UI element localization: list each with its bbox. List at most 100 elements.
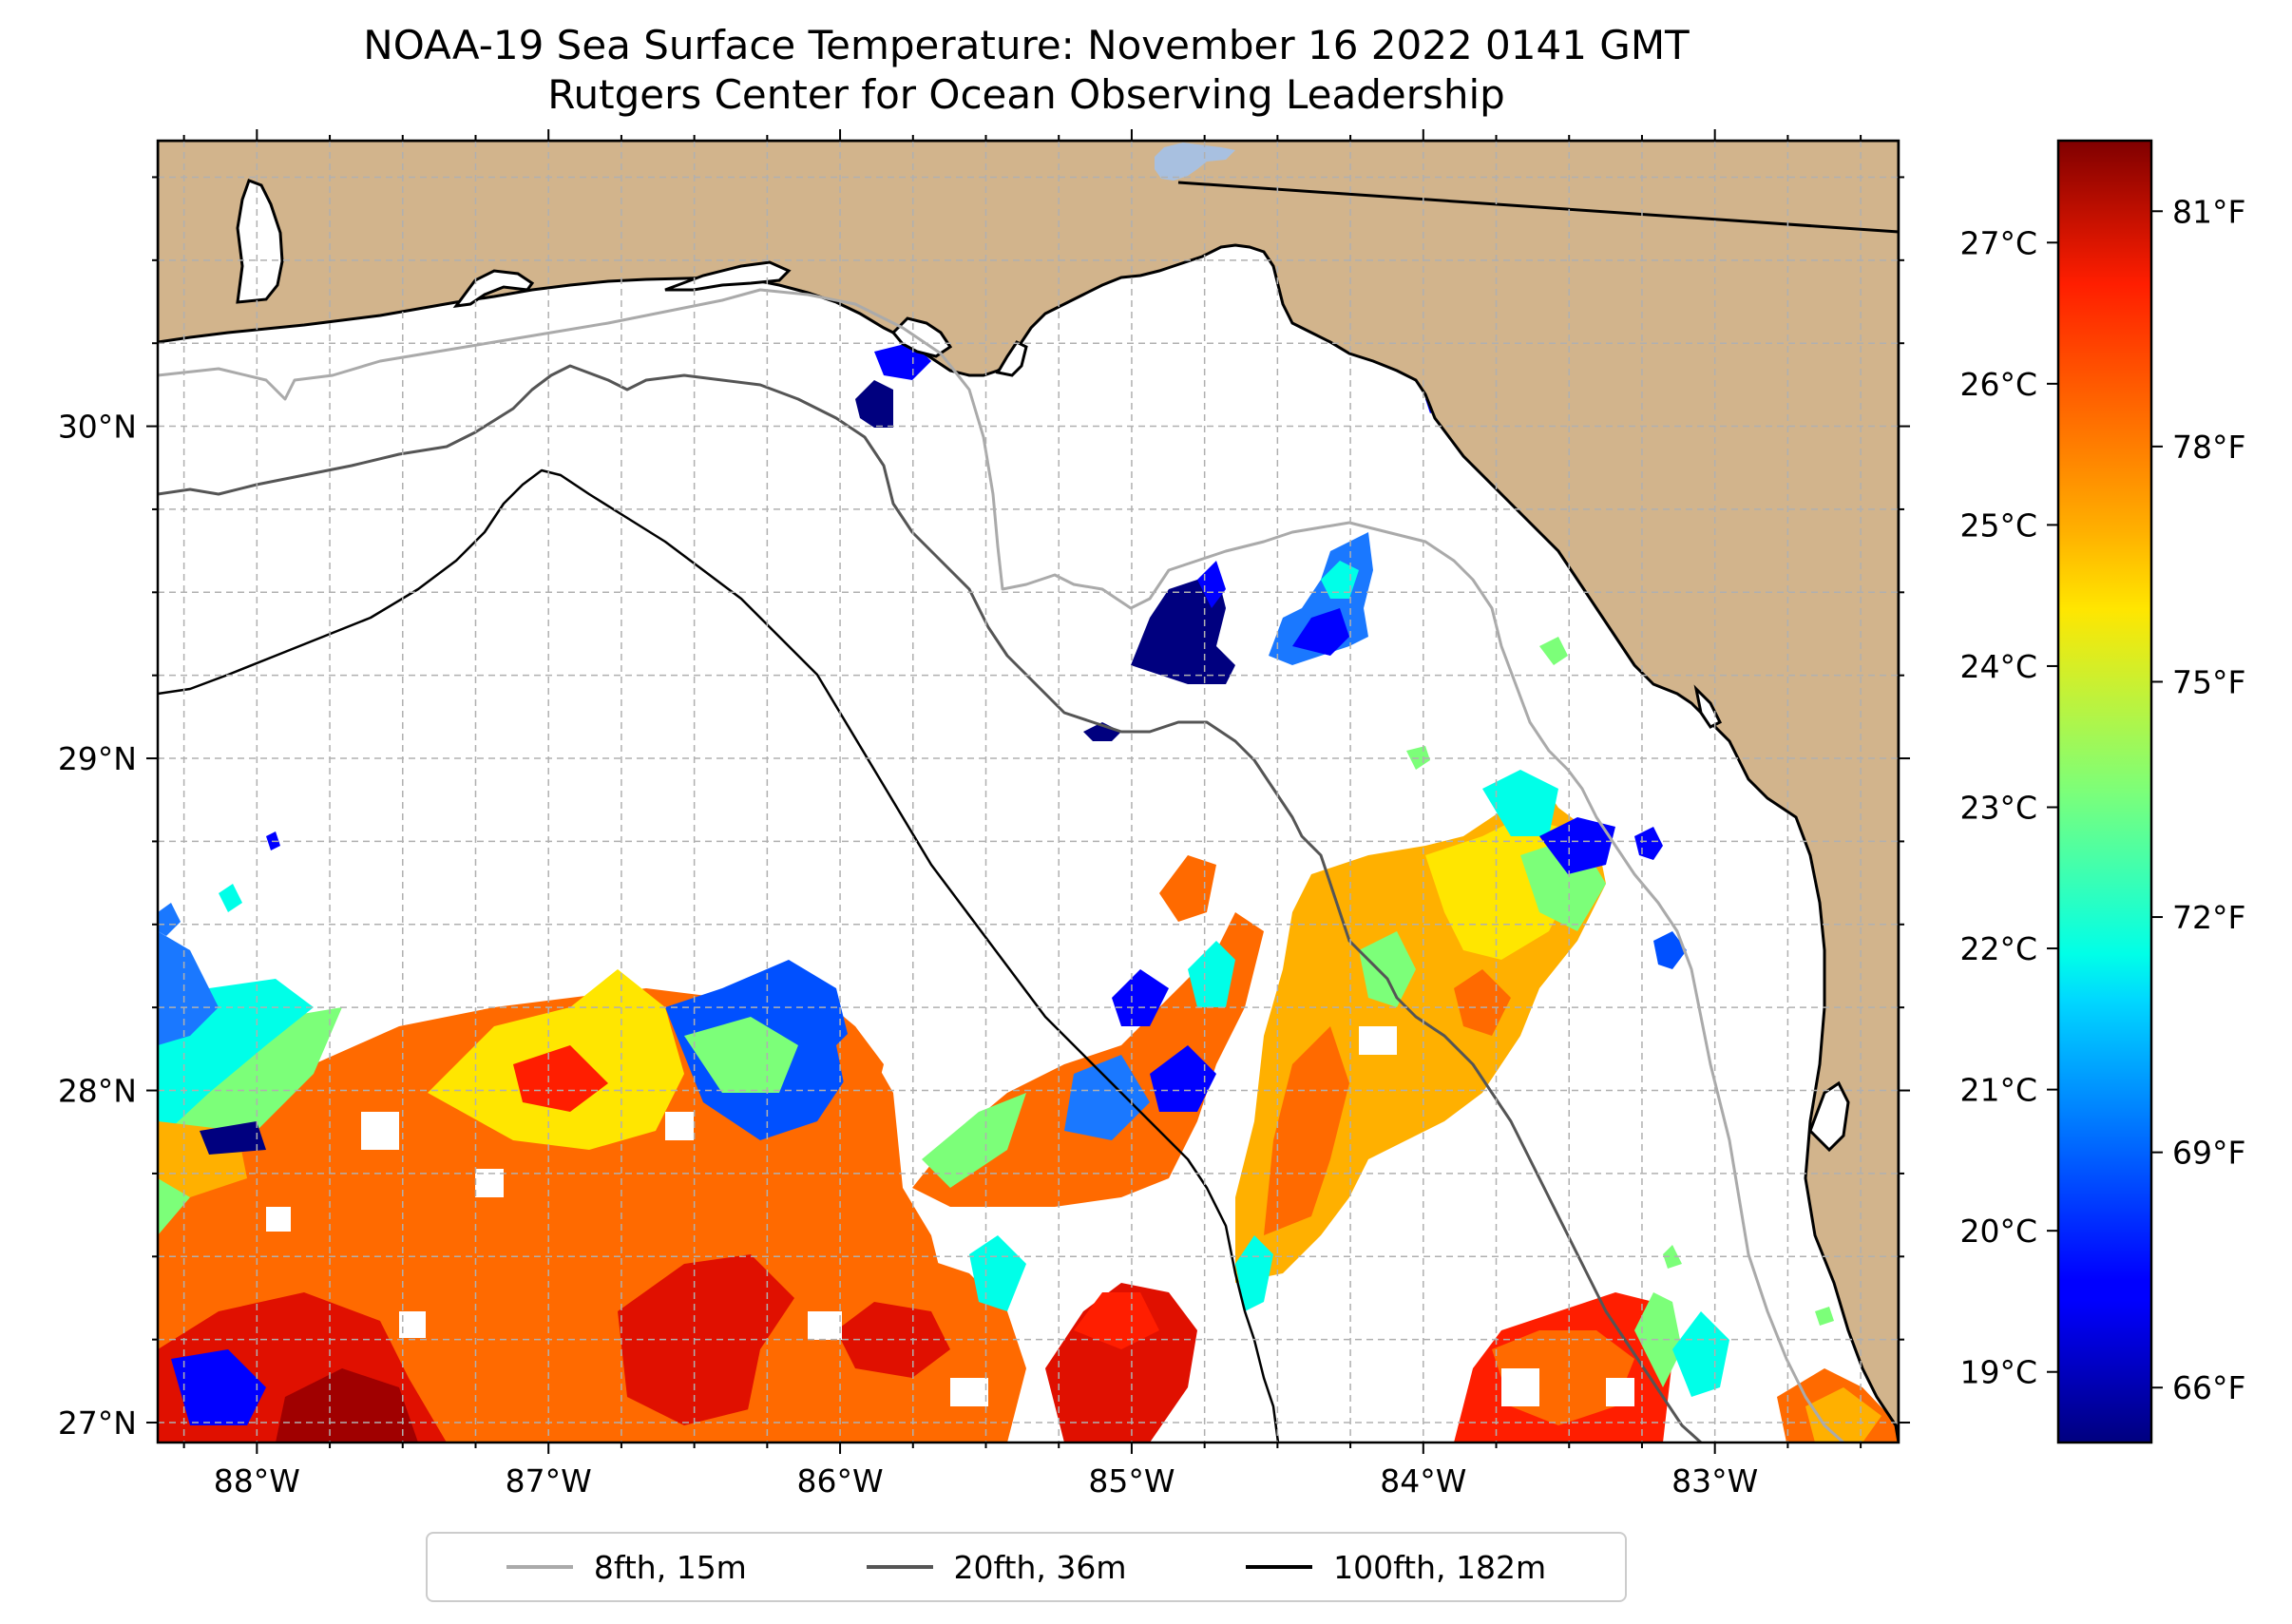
celsius-tick-label: 23°C xyxy=(1959,790,2037,827)
fahrenheit-tick-label: 69°F xyxy=(2172,1135,2245,1172)
sst-patch xyxy=(171,1349,266,1425)
no-data-cell xyxy=(1501,1368,1539,1406)
lon-tick-label: 84°W xyxy=(1380,1462,1466,1500)
lat-tick-label: 29°N xyxy=(58,740,137,777)
sst-patch xyxy=(276,1368,418,1442)
sst-patch xyxy=(1150,1045,1216,1112)
sst-patch xyxy=(1159,855,1216,922)
sst-patch xyxy=(1083,722,1121,741)
sst-patch xyxy=(1264,1026,1349,1235)
apalachicola-bay xyxy=(995,340,1028,377)
sst-patch xyxy=(1539,817,1615,874)
map-frame xyxy=(156,139,1900,1444)
celsius-tick-label: 25°C xyxy=(1959,506,2037,544)
sst-patch xyxy=(855,380,893,428)
no-data-cell xyxy=(1178,1264,1207,1292)
map-area[interactable] xyxy=(158,141,1899,1442)
fahrenheit-tick-label: 78°F xyxy=(2172,429,2245,466)
inland-lake xyxy=(1155,143,1235,181)
sst-patch xyxy=(1482,770,1558,836)
sst-patch xyxy=(969,1235,1026,1311)
fahrenheit-tick-label: 66°F xyxy=(2172,1369,2245,1406)
sst-patch xyxy=(158,931,219,1045)
celsius-tick-label: 26°C xyxy=(1959,366,2037,403)
legend-label-15m: 8fth, 15m xyxy=(593,1548,747,1586)
no-data-cell xyxy=(1606,1378,1634,1406)
no-data-cell xyxy=(266,1207,291,1232)
lon-tick-label: 85°W xyxy=(1088,1462,1175,1500)
no-data-cell xyxy=(950,1378,988,1406)
legend-swatch-182m xyxy=(1246,1565,1313,1569)
legend-swatch-36m xyxy=(866,1565,933,1569)
sst-patch xyxy=(836,1026,884,1102)
fahrenheit-tick-label: 75°F xyxy=(2172,663,2245,700)
sst-patch xyxy=(1539,637,1568,665)
choctawhatchee-bay xyxy=(664,260,792,292)
lat-tick-label: 27°N xyxy=(58,1404,137,1442)
contour-182m xyxy=(158,468,1280,1442)
no-data-cell xyxy=(399,1311,426,1338)
map-title: NOAA-19 Sea Surface Temperature: Novembe… xyxy=(152,21,1900,120)
st-andrews-bay xyxy=(890,316,953,358)
bathymetry-contours xyxy=(158,288,1845,1442)
tampa-bay xyxy=(1808,1080,1850,1153)
sst-patch xyxy=(570,1169,665,1254)
lon-tick-label: 83°W xyxy=(1671,1462,1758,1500)
colorbar-celsius-axis: 27°C 26°C 25°C 24°C 23°C 22°C 21°C 20°C 19°C xyxy=(1959,224,2058,1391)
contour-15m xyxy=(158,288,1845,1442)
coastal-bays xyxy=(236,179,1850,1153)
no-data-holes xyxy=(266,1026,1634,1406)
no-data-cell xyxy=(665,1112,694,1140)
celsius-tick-label: 20°C xyxy=(1959,1213,2037,1250)
sst-patch xyxy=(922,1093,1026,1188)
celsius-tick-label: 19°C xyxy=(1959,1354,2037,1391)
legend-item-182m: 100fth, 182m xyxy=(1246,1549,1546,1586)
sst-patch xyxy=(1663,1245,1682,1269)
lon-tick-label: 87°W xyxy=(506,1462,592,1500)
sst-patch xyxy=(1197,561,1226,608)
fahrenheit-tick-label: 81°F xyxy=(2172,193,2245,230)
colorbar-gradient xyxy=(2056,139,2153,1444)
mobile-bay xyxy=(236,179,284,304)
contour-36m xyxy=(158,364,1703,1442)
celsius-tick-label: 24°C xyxy=(1959,648,2037,685)
sst-patch xyxy=(1235,1235,1273,1311)
no-data-cell xyxy=(808,1311,842,1340)
legend-item-36m: 20fth, 36m xyxy=(866,1548,1127,1586)
lat-tick-label: 30°N xyxy=(58,409,137,446)
sst-patch xyxy=(219,884,242,912)
gridlines xyxy=(158,141,1899,1442)
sst-patch xyxy=(1188,941,1235,1007)
sst-patch xyxy=(1064,1055,1150,1140)
lat-tick-label: 28°N xyxy=(58,1073,137,1110)
bathymetry-legend: 8fth, 15m 20fth, 36m 100fth, 182m xyxy=(426,1532,1627,1602)
celsius-tick-label: 27°C xyxy=(1959,224,2037,261)
longitude-axis: 88°W 87°W 86°W 85°W 84°W 83°W xyxy=(182,129,1862,1500)
sst-patch xyxy=(684,1017,798,1093)
sst-patch xyxy=(1321,561,1359,599)
sst-patch xyxy=(1074,1292,1159,1349)
sst-patch xyxy=(158,903,181,936)
no-data-cell xyxy=(361,1112,399,1150)
sst-patch xyxy=(1292,608,1349,656)
legend-label-36m: 20fth, 36m xyxy=(953,1548,1127,1586)
pensacola-bay xyxy=(452,269,535,308)
lon-tick-label: 86°W xyxy=(797,1462,884,1500)
lon-tick-label: 88°W xyxy=(214,1462,300,1500)
colorbar: 27°C 26°C 25°C 24°C 23°C 22°C 21°C 20°C 19°C 81°… xyxy=(1959,139,2245,1444)
title-line-1: NOAA-19 Sea Surface Temperature: Novembe… xyxy=(363,22,1690,68)
colorbar-fahrenheit-axis: 81°F 78°F 75°F 72°F 69°F 66°F xyxy=(2151,193,2245,1406)
sst-patch xyxy=(1805,1387,1881,1442)
state-border xyxy=(1177,181,1899,234)
latitude-axis: 30°N 29°N 28°N 27°N xyxy=(58,176,1910,1442)
sst-patch xyxy=(1815,1307,1834,1326)
celsius-tick-label: 22°C xyxy=(1959,930,2037,967)
sst-patch xyxy=(1653,931,1687,969)
no-data-cell xyxy=(1359,1026,1397,1055)
sst-patch xyxy=(513,1045,608,1112)
legend-label-182m: 100fth, 182m xyxy=(1333,1548,1547,1586)
sst-patch xyxy=(200,1121,266,1155)
celsius-tick-label: 21°C xyxy=(1959,1072,2037,1109)
sst-patch xyxy=(1112,969,1169,1026)
title-line-2: Rutgers Center for Ocean Observing Leade… xyxy=(547,71,1505,118)
